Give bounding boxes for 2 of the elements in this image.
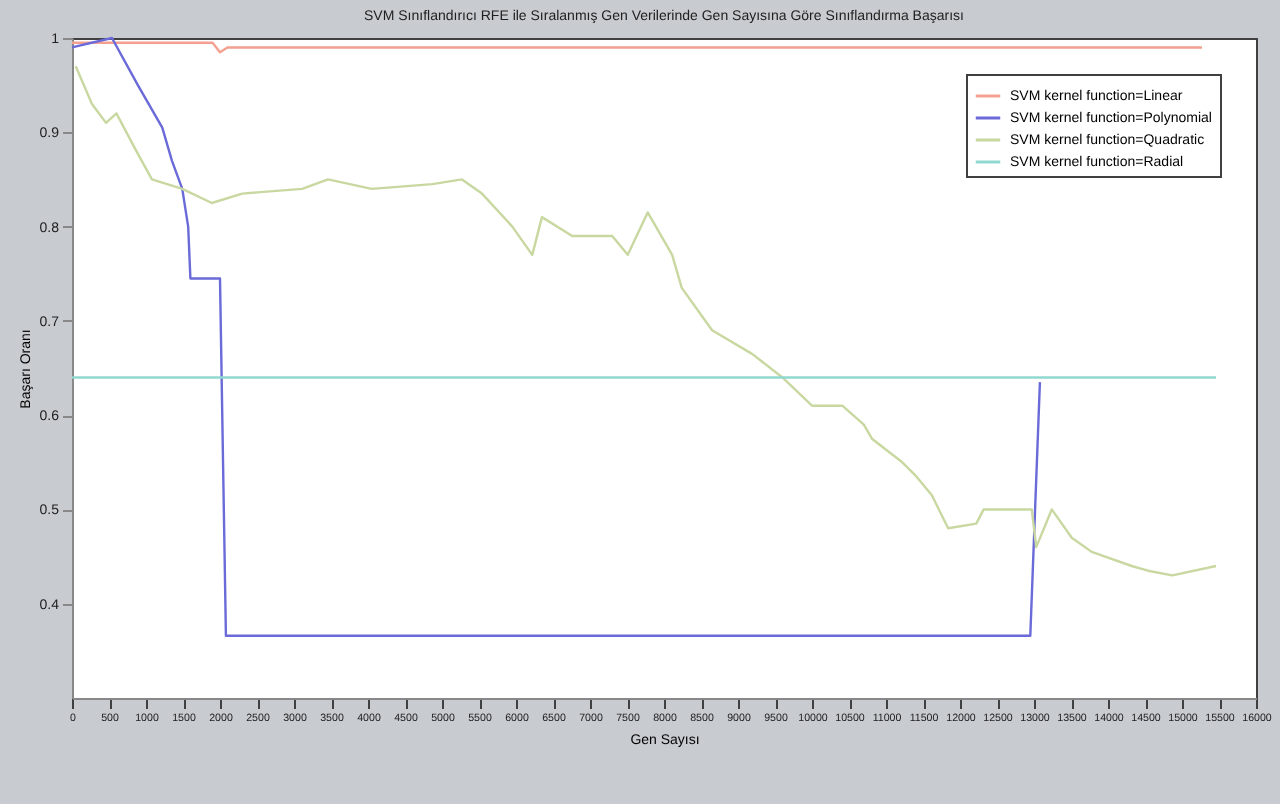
line-series	[70, 36, 1042, 637]
line-series	[74, 65, 1218, 577]
